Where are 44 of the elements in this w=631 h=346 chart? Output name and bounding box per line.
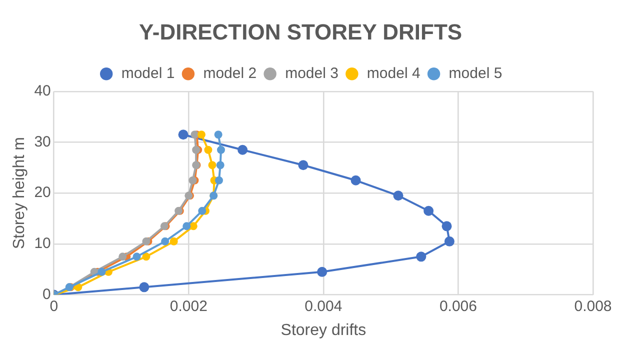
- legend-label: model 5: [448, 65, 502, 82]
- y-tick-label: 30: [34, 133, 51, 150]
- point: [208, 161, 216, 170]
- point: [238, 144, 248, 155]
- point: [170, 237, 178, 246]
- point: [217, 146, 226, 154]
- x-tick-label: 0.004: [304, 298, 342, 315]
- point: [214, 130, 222, 139]
- point: [298, 160, 308, 170]
- y-axis-title: Storey height m: [11, 137, 28, 250]
- point: [182, 222, 191, 230]
- legend-label: model 2: [203, 65, 257, 82]
- x-axis-title: Storey drifts: [280, 322, 366, 339]
- legend-label: model 3: [285, 65, 338, 82]
- legend-label: model 4: [366, 65, 420, 82]
- point: [416, 252, 426, 262]
- point: [444, 236, 454, 246]
- x-tick-label: 0.002: [170, 298, 208, 315]
- point: [139, 282, 150, 292]
- point: [98, 268, 106, 276]
- point: [424, 206, 434, 216]
- point: [198, 206, 206, 215]
- point: [216, 161, 224, 170]
- point: [161, 237, 170, 246]
- x-tick-label: 0.008: [574, 298, 612, 315]
- chart-title: Y-DIRECTION STOREY DRIFTS: [138, 19, 462, 44]
- y-tick-label: 40: [34, 82, 51, 100]
- point: [197, 130, 206, 139]
- point: [317, 266, 328, 277]
- y-tick-label: 10: [34, 235, 51, 252]
- y-tick-label: 0: [42, 286, 51, 303]
- point: [118, 252, 127, 261]
- point: [393, 190, 404, 201]
- point: [442, 221, 452, 232]
- point: [214, 176, 223, 184]
- point: [132, 252, 141, 261]
- point: [142, 252, 150, 261]
- y-tick-label: 20: [34, 184, 51, 202]
- point: [204, 146, 212, 154]
- point: [189, 222, 198, 230]
- point: [350, 175, 361, 186]
- legend-label: model 1: [121, 65, 175, 82]
- x-tick-label: 0.006: [439, 298, 477, 315]
- point: [178, 130, 188, 140]
